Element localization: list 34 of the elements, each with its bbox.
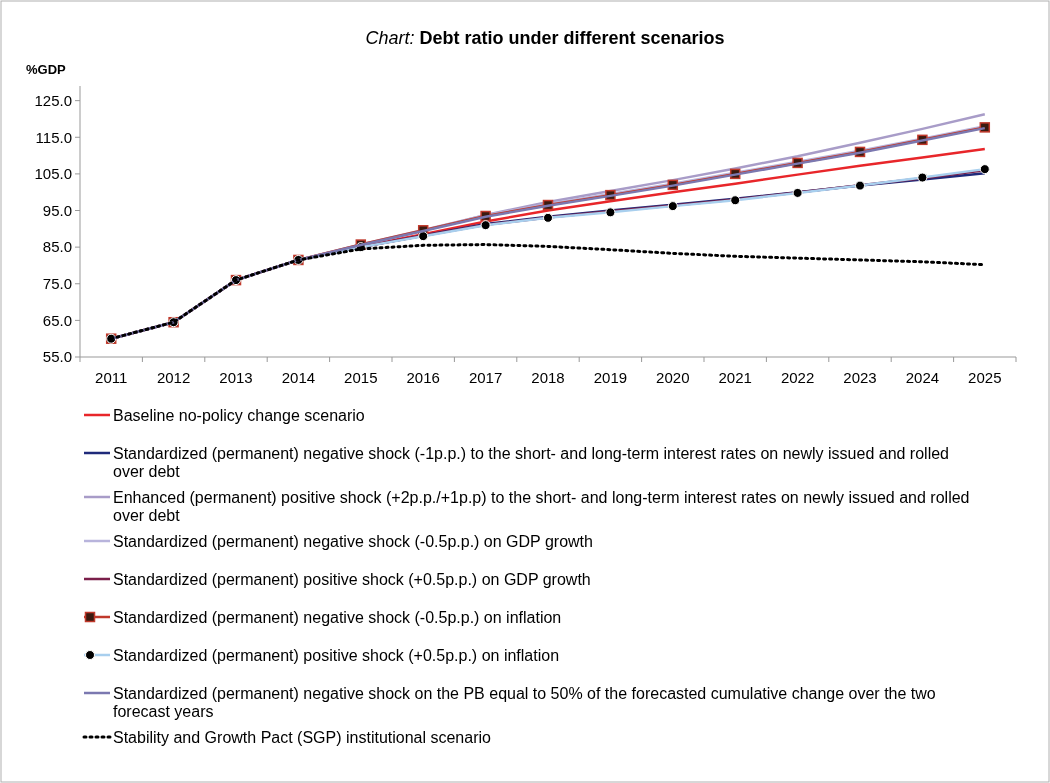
y-tick-label: 55.0 [42, 348, 72, 366]
y-tick-label: 75.0 [42, 275, 72, 293]
y-tick-label: 95.0 [42, 201, 72, 219]
x-tick-label: 2011 [95, 369, 128, 386]
legend-label: Standardized (permanent) negative shock (-0.5p.p.) on GDP growth [113, 532, 593, 550]
legend-label: Standardized (permanent) positive shock (+0.5p.p.) on GDP growth [113, 570, 591, 588]
x-tick-label: 2025 [968, 369, 1002, 386]
x-tick-label: 2014 [281, 369, 316, 386]
x-tick-label: 2024 [905, 369, 940, 386]
y-tick-label: 115.0 [35, 128, 72, 146]
legend-label: Stability and Growth Pact (SGP) institutional scenario [113, 728, 492, 746]
y-tick-label: 65.0 [42, 311, 72, 329]
y-axis-title: %GDP [26, 62, 67, 77]
x-tick-label: 2023 [843, 369, 877, 386]
x-tick-label: 2012 [156, 369, 191, 386]
x-tick-label: 2022 [780, 369, 815, 386]
y-tick-label: 125.0 [34, 91, 72, 109]
x-tick-label: 2021 [718, 369, 752, 386]
x-tick-label: 2013 [219, 369, 253, 386]
legend-label: Standardized (permanent) positive shock (+0.5p.p.) on inflation [113, 646, 560, 664]
y-tick-label: 85.0 [42, 238, 72, 256]
x-tick-label: 2016 [406, 369, 440, 386]
legend-label: Enhanced (permanent) positive shock (+2p.p./+1p.p) to the short- and long-term interest rates on newly issued and rolled over debt [113, 488, 970, 524]
legend-label: Standardized (permanent) negative shock (-1p.p.) to the short- and long-term interest rates on newly issued and rolled over debt [113, 444, 949, 480]
legend-label: Standardized (permanent) negative shock on the PB equal to 50% of the forecasted cumulative change over the two forecast years [113, 684, 936, 720]
x-tick-label: 2018 [531, 369, 565, 386]
y-tick-label: 105.0 [34, 165, 72, 183]
chart-title: Chart: Debt ratio under different scenarios [365, 28, 725, 48]
x-tick-label: 2020 [656, 369, 690, 386]
legend-label: Baseline no-policy change scenario [113, 406, 365, 424]
legend-label: Standardized (permanent) negative shock (-0.5p.p.) on inflation [113, 608, 562, 626]
x-tick-label: 2017 [468, 369, 503, 386]
x-tick-label: 2015 [344, 369, 378, 386]
x-tick-label: 2019 [593, 369, 628, 386]
